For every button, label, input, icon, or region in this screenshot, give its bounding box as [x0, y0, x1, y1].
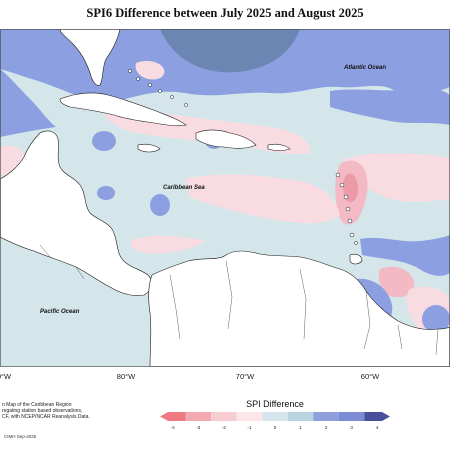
- color-legend: -4 -3 -2 -1 0 1 2 3 4: [160, 412, 390, 430]
- spi-wet-patch-central: [150, 194, 170, 216]
- notes-line-2: regating station based observations,: [2, 408, 83, 415]
- legend-swatch: [211, 412, 237, 421]
- legend-tick-label: 0: [274, 425, 277, 430]
- land-jamaica: [137, 143, 161, 153]
- legend-swatch: [287, 412, 314, 421]
- notes-line-3: CF, with NCEP/NCAR Reanalysis Data.: [2, 414, 90, 421]
- label-pacific-ocean: Pacific Ocean: [40, 309, 80, 315]
- spi-wet-zone-southeast: [360, 235, 450, 276]
- spi-wet-zone-atlantic-east: [330, 88, 450, 125]
- spi-dry-zone-atlantic: [345, 153, 450, 202]
- legend-swatch: [185, 412, 212, 421]
- legend-tick-label: 1: [299, 425, 302, 430]
- spi-dry-zone-bahamas: [135, 61, 165, 80]
- legend-swatch: [160, 412, 186, 421]
- spi-wet-patch-cuba: [92, 131, 116, 151]
- spi-very-wet-zone: [160, 29, 300, 73]
- legend-tick-label: -1: [247, 425, 251, 430]
- land-yucatan-central-america: [0, 130, 152, 296]
- land-florida: [59, 29, 121, 86]
- legend-tick-label: -4: [171, 425, 175, 430]
- lon-label-60w: 60°W: [360, 372, 380, 381]
- land-cuba: [59, 92, 187, 127]
- legend-tick-label: -2: [222, 425, 226, 430]
- lon-label-90w: 0°W: [0, 372, 12, 381]
- legend-title: SPI Difference: [246, 399, 304, 409]
- credit-text: CIMH Sep-2025: [4, 434, 37, 439]
- label-caribbean-sea: Caribbean Sea: [163, 185, 205, 191]
- legend-swatch: [262, 412, 288, 421]
- island-chain-bahamas: [128, 69, 188, 107]
- land-borders: [39, 244, 439, 356]
- land-trinidad: [349, 253, 363, 265]
- spi-wet-zone-gulf: [0, 69, 56, 137]
- legend-swatch: [236, 412, 263, 421]
- legend-swatch: [338, 412, 365, 421]
- spi-wet-patch-guyana: [422, 305, 450, 333]
- lon-label-80w: 80°W: [116, 372, 136, 381]
- land-hispaniola: [195, 129, 257, 149]
- label-atlantic-ocean: Atlantic Ocean: [343, 65, 386, 71]
- data-source-notes: n Map of the Caribbean Region regating s…: [2, 402, 122, 421]
- spi-dry-zone-east-caribbean: [185, 174, 340, 224]
- legend-swatch: [364, 412, 390, 421]
- caribbean-map: Atlantic Ocean Caribbean Sea Pacific Oce…: [0, 29, 450, 367]
- spi-dry-zone-guyana: [378, 266, 415, 298]
- legend-tick-label: 3: [350, 425, 353, 430]
- land-puerto-rico: [267, 143, 291, 151]
- spi-dry-zone-south-caribbean: [130, 235, 205, 254]
- spi-wet-patch-west: [97, 186, 115, 200]
- land-south-america: [148, 250, 450, 367]
- map-title: SPI6 Difference between July 2025 and Au…: [86, 6, 364, 20]
- lon-label-70w: 70°W: [235, 372, 255, 381]
- legend-swatch: [313, 412, 339, 421]
- notes-line-1: n Map of the Caribbean Region: [2, 402, 72, 408]
- island-chain-lesser-antilles: [335, 172, 358, 245]
- legend-tick-label: 2: [325, 425, 328, 430]
- legend-tick-label: 4: [376, 425, 379, 430]
- legend-tick-label: -3: [196, 425, 200, 430]
